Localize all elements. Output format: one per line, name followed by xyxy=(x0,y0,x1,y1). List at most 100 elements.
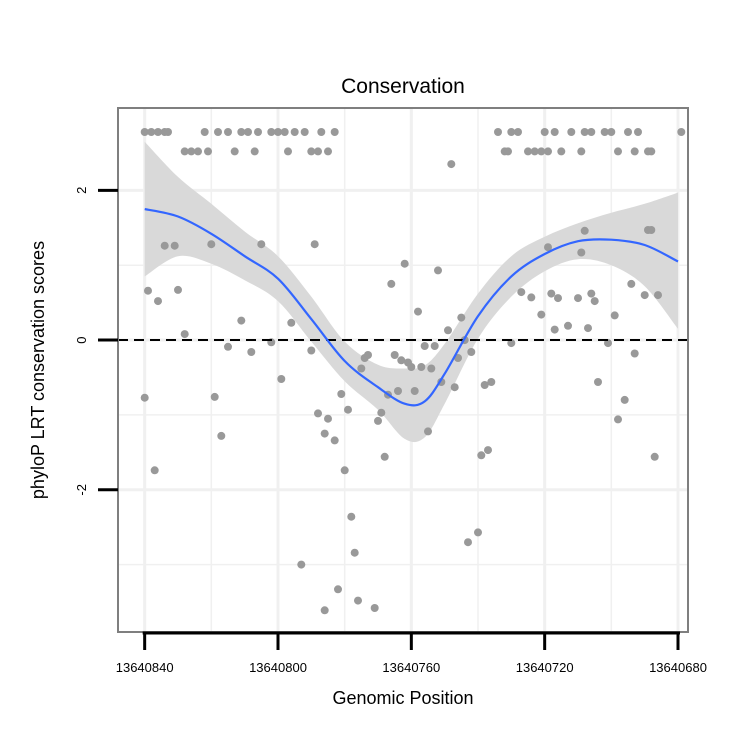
data-point xyxy=(677,128,686,136)
data-point xyxy=(507,339,516,348)
data-point xyxy=(647,226,656,234)
data-point xyxy=(587,128,596,136)
data-point xyxy=(620,395,629,404)
data-point xyxy=(504,147,512,156)
data-point xyxy=(200,128,209,136)
data-point xyxy=(357,364,366,373)
data-point xyxy=(164,128,172,136)
data-point xyxy=(550,325,559,334)
data-point xyxy=(154,128,162,136)
data-point xyxy=(330,436,339,445)
data-point xyxy=(287,318,296,327)
data-point xyxy=(170,241,179,250)
data-point xyxy=(387,279,396,288)
data-point xyxy=(577,147,586,156)
data-point xyxy=(340,466,349,475)
y-tick-label: 2 xyxy=(74,187,89,194)
data-point xyxy=(474,528,482,537)
data-point xyxy=(150,466,159,475)
data-point xyxy=(247,348,256,356)
data-point xyxy=(314,147,322,156)
data-point xyxy=(480,381,489,389)
data-point xyxy=(580,226,589,235)
data-point xyxy=(450,383,459,392)
data-point xyxy=(334,585,342,594)
data-point xyxy=(284,147,292,156)
data-point xyxy=(527,293,536,302)
data-point xyxy=(517,288,526,297)
data-point xyxy=(390,351,399,359)
x-tick-label: 13640760 xyxy=(382,660,440,675)
data-point xyxy=(254,128,262,136)
ribbon-layer xyxy=(144,141,678,443)
data-point xyxy=(594,378,602,386)
data-point xyxy=(174,285,182,294)
data-point xyxy=(344,405,352,414)
data-point xyxy=(537,147,546,156)
data-point xyxy=(567,128,576,136)
data-point xyxy=(524,147,532,156)
data-point xyxy=(544,147,552,156)
data-point xyxy=(647,147,656,156)
data-point xyxy=(587,289,596,298)
data-point xyxy=(237,316,246,325)
data-point xyxy=(320,606,329,615)
data-point xyxy=(180,147,189,156)
data-point xyxy=(467,348,476,356)
data-point xyxy=(224,342,232,351)
data-point xyxy=(210,392,219,401)
data-point xyxy=(397,356,406,365)
data-point xyxy=(547,289,556,298)
data-point xyxy=(267,128,276,136)
data-point xyxy=(614,147,622,156)
data-point xyxy=(350,548,359,557)
data-point xyxy=(484,446,492,455)
data-point xyxy=(250,147,259,156)
data-point xyxy=(630,349,639,358)
chart-title: Conservation xyxy=(341,75,465,98)
data-point xyxy=(230,147,239,156)
line-layer xyxy=(118,208,688,407)
data-point xyxy=(310,240,319,249)
data-point xyxy=(494,128,502,136)
x-tick-label: 13640720 xyxy=(516,660,574,675)
data-point xyxy=(530,147,539,156)
data-point xyxy=(290,128,299,136)
data-point xyxy=(204,147,212,156)
data-point xyxy=(507,128,516,136)
data-point xyxy=(564,321,572,330)
data-point xyxy=(457,313,466,322)
data-point xyxy=(610,311,619,320)
data-point xyxy=(317,128,326,136)
data-point xyxy=(607,128,616,136)
data-point xyxy=(650,452,659,461)
data-point xyxy=(624,128,632,136)
data-point xyxy=(237,128,246,136)
data-point xyxy=(417,363,426,371)
data-point xyxy=(194,147,202,156)
data-point xyxy=(634,128,642,136)
data-point xyxy=(320,429,329,438)
data-point xyxy=(300,128,309,136)
data-point xyxy=(544,243,552,252)
data-point xyxy=(154,297,162,306)
data-point xyxy=(274,128,282,136)
data-point xyxy=(160,241,169,250)
data-point xyxy=(180,330,189,339)
data-point xyxy=(627,279,636,288)
data-point xyxy=(654,291,662,300)
data-point xyxy=(324,147,332,156)
data-point xyxy=(424,427,432,436)
data-point xyxy=(277,375,286,383)
data-point xyxy=(217,431,226,440)
x-axis-label: Genomic Position xyxy=(332,688,473,708)
smooth-fit-line xyxy=(144,208,679,407)
data-point xyxy=(537,310,546,319)
x-tick-label: 13640800 xyxy=(249,660,307,675)
data-point xyxy=(207,240,216,249)
data-point xyxy=(430,342,439,350)
x-tick-label: 13640680 xyxy=(649,660,707,675)
y-tick-label: -2 xyxy=(74,484,89,496)
data-point xyxy=(297,560,306,569)
y-tick-label: 0 xyxy=(74,336,89,343)
